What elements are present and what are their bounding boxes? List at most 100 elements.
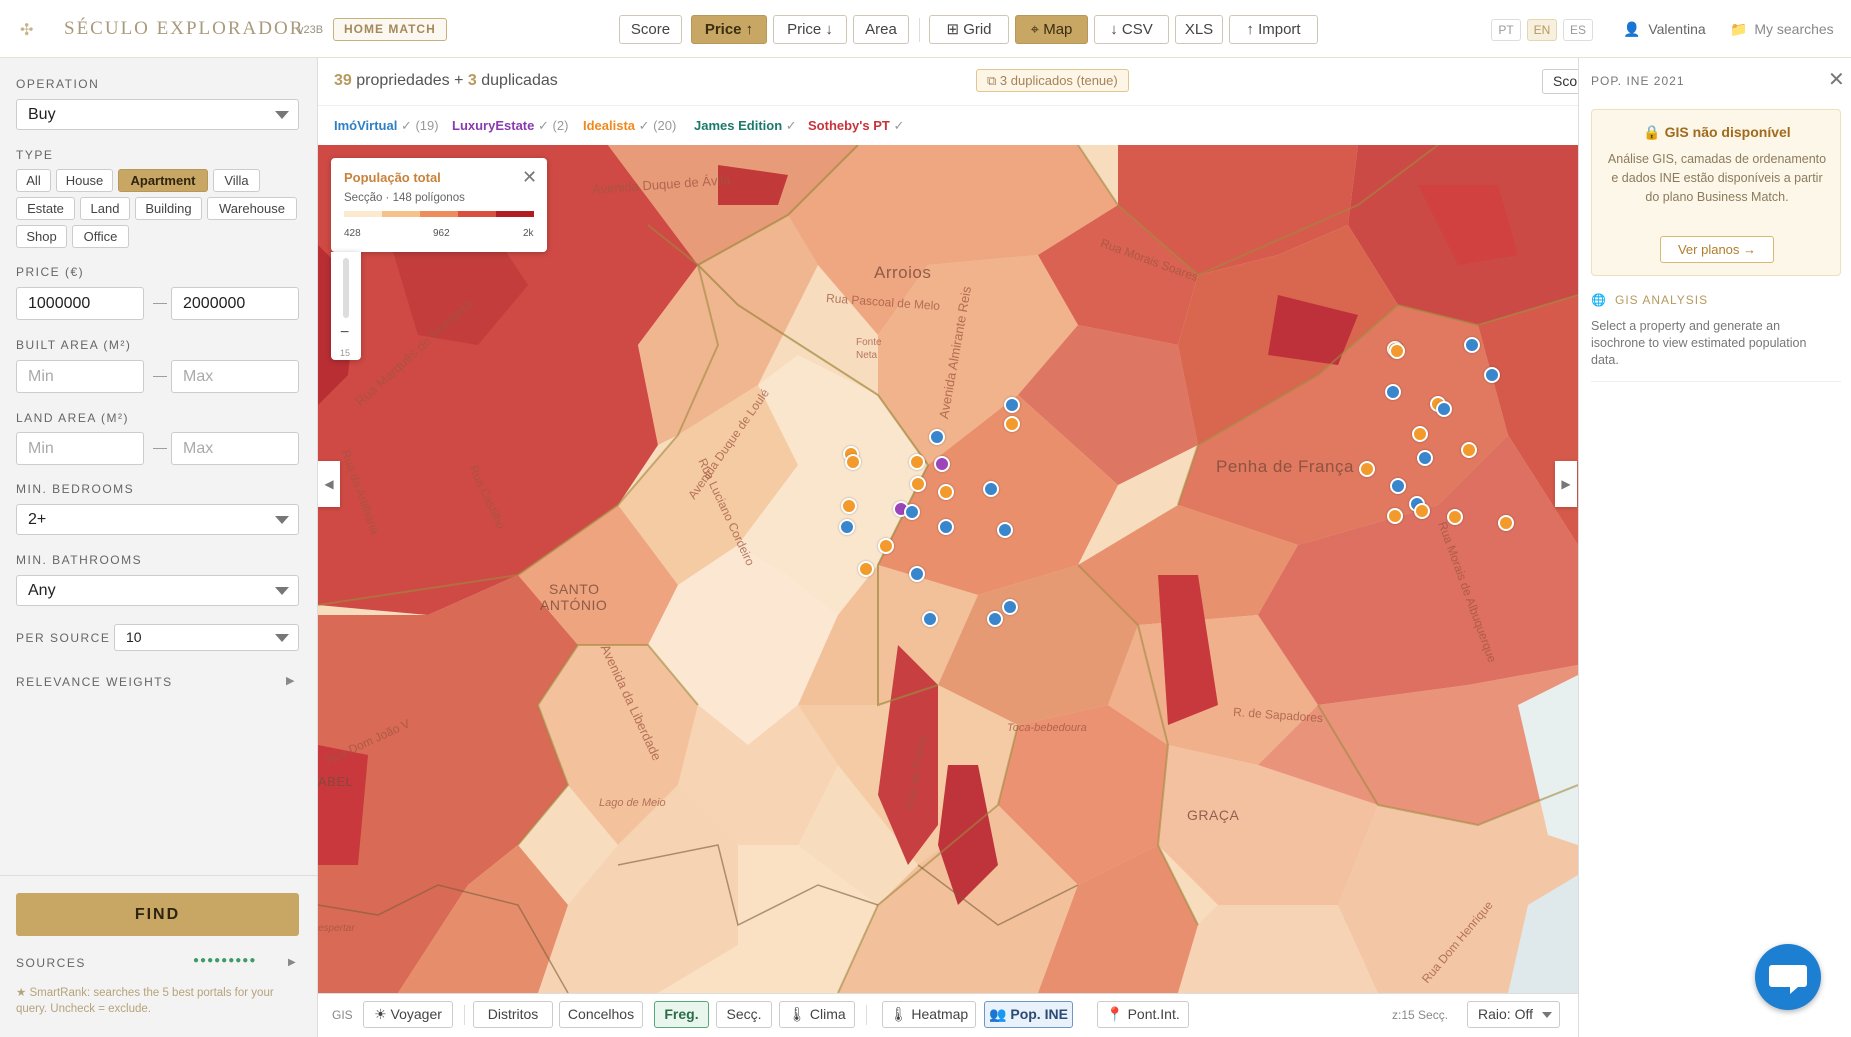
ver-planos-button[interactable]: Ver planos → bbox=[1660, 236, 1774, 263]
sort-price-desc-button[interactable]: Price ↓ bbox=[773, 15, 847, 44]
choropleth-map[interactable]: Arroios Penha de França SANTO ANTÓNIO GR… bbox=[318, 145, 1578, 993]
home-match-badge[interactable]: HOME MATCH bbox=[333, 18, 447, 41]
layer-freguesias-button[interactable]: Freg. bbox=[654, 1001, 709, 1028]
property-pin-imovirtual[interactable] bbox=[839, 519, 855, 535]
layer-pop-ine-button[interactable]: 👥 Pop. INE bbox=[984, 1001, 1073, 1028]
property-pin-imovirtual[interactable] bbox=[1002, 599, 1018, 615]
property-pin-imovirtual[interactable] bbox=[1436, 401, 1452, 417]
expand-arrow-icon[interactable]: ▶ bbox=[288, 957, 296, 968]
type-chip-warehouse[interactable]: Warehouse bbox=[207, 197, 297, 220]
property-pin-idealista[interactable] bbox=[1461, 442, 1477, 458]
type-chip-building[interactable]: Building bbox=[135, 197, 202, 220]
relevance-weights-label[interactable]: RELEVANCE WEIGHTS bbox=[16, 675, 173, 689]
source-filter-luxuryestate[interactable]: LuxuryEstate ✓ (2) bbox=[452, 118, 568, 134]
property-pin-imovirtual[interactable] bbox=[987, 611, 1003, 627]
source-filter-idealista[interactable]: Idealista ✓ (20) bbox=[583, 118, 676, 134]
property-pin-idealista[interactable] bbox=[1447, 509, 1463, 525]
property-pin-idealista[interactable] bbox=[858, 561, 874, 577]
property-pin-idealista[interactable] bbox=[1414, 503, 1430, 519]
type-chip-office[interactable]: Office bbox=[72, 225, 129, 248]
duplicates-badge[interactable]: ⧉ 3 duplicados (tenue) bbox=[976, 69, 1129, 92]
bathrooms-select[interactable]: Any bbox=[16, 575, 299, 606]
type-chip-house[interactable]: House bbox=[56, 169, 113, 192]
type-chip-land[interactable]: Land bbox=[80, 197, 130, 220]
property-pin-imovirtual[interactable] bbox=[938, 519, 954, 535]
property-pin-imovirtual[interactable] bbox=[1385, 384, 1401, 400]
property-pin-idealista[interactable] bbox=[1387, 508, 1403, 524]
collapse-left-button[interactable]: ◀ bbox=[318, 461, 340, 507]
property-pin-imovirtual[interactable] bbox=[983, 481, 999, 497]
property-pin-idealista[interactable] bbox=[878, 538, 894, 554]
user-menu[interactable]: 👤 Valentina bbox=[1623, 21, 1706, 38]
close-icon[interactable]: ✕ bbox=[1828, 69, 1845, 91]
property-pin-imovirtual[interactable] bbox=[1390, 478, 1406, 494]
layer-clima-button[interactable]: 🌡 Clima bbox=[779, 1001, 855, 1028]
sort-area-button[interactable]: Area bbox=[853, 15, 909, 44]
layer-distritos-button[interactable]: Distritos bbox=[473, 1001, 553, 1028]
land-area-min-input[interactable]: Min bbox=[16, 432, 144, 465]
map-view-button[interactable]: ⌖ Map bbox=[1015, 15, 1088, 44]
property-pin-imovirtual[interactable] bbox=[997, 522, 1013, 538]
basemap-voyager-button[interactable]: ☀ Voyager bbox=[363, 1001, 453, 1028]
per-source-select[interactable]: 10 bbox=[114, 624, 299, 651]
property-pin-idealista[interactable] bbox=[1389, 343, 1405, 359]
property-pin-imovirtual[interactable] bbox=[1417, 450, 1433, 466]
built-area-min-input[interactable]: Min bbox=[16, 360, 144, 393]
find-button[interactable]: FIND bbox=[16, 893, 299, 936]
type-chip-villa[interactable]: Villa bbox=[213, 169, 260, 192]
property-pin-imovirtual[interactable] bbox=[1484, 367, 1500, 383]
source-filter-jamesedition[interactable]: James Edition ✓ bbox=[694, 118, 797, 134]
layer-seccoes-button[interactable]: Secç. bbox=[716, 1001, 772, 1028]
property-pin-idealista[interactable] bbox=[1412, 426, 1428, 442]
property-pin-idealista[interactable] bbox=[1498, 515, 1514, 531]
radius-select[interactable]: Raio: Off bbox=[1467, 1001, 1560, 1028]
type-chip-all[interactable]: All bbox=[16, 169, 51, 192]
price-min-input[interactable]: 1000000 bbox=[16, 287, 144, 320]
export-csv-button[interactable]: ↓ CSV bbox=[1094, 15, 1169, 44]
expand-arrow-icon[interactable]: ▶ bbox=[286, 675, 295, 687]
lang-en-button[interactable]: EN bbox=[1527, 19, 1557, 41]
type-chip-estate[interactable]: Estate bbox=[16, 197, 75, 220]
property-pin-idealista[interactable] bbox=[845, 454, 861, 470]
property-pin-imovirtual[interactable] bbox=[929, 429, 945, 445]
property-pin-imovirtual[interactable] bbox=[1004, 397, 1020, 413]
operation-select[interactable]: Buy bbox=[16, 99, 299, 130]
layer-heatmap-button[interactable]: 🌡 Heatmap bbox=[882, 1001, 976, 1028]
grid-view-button[interactable]: ⊞ Grid bbox=[929, 15, 1009, 44]
property-pin-imovirtual[interactable] bbox=[1464, 337, 1480, 353]
bedrooms-select[interactable]: 2+ bbox=[16, 504, 299, 535]
layer-concelhos-button[interactable]: Concelhos bbox=[559, 1001, 643, 1028]
lang-es-button[interactable]: ES bbox=[1563, 19, 1593, 41]
close-icon[interactable]: ✕ bbox=[522, 167, 538, 187]
chat-button[interactable] bbox=[1755, 944, 1821, 1010]
layer-pontos-interesse-button[interactable]: 📍 Pont.Int. bbox=[1097, 1001, 1189, 1028]
price-max-input[interactable]: 2000000 bbox=[171, 287, 299, 320]
property-pin-idealista[interactable] bbox=[909, 454, 925, 470]
lang-pt-button[interactable]: PT bbox=[1491, 19, 1521, 41]
property-pin-idealista[interactable] bbox=[938, 484, 954, 500]
property-pin-imovirtual[interactable] bbox=[904, 504, 920, 520]
property-pin-idealista[interactable] bbox=[1004, 416, 1020, 432]
property-pin-luxuryestate[interactable] bbox=[934, 456, 950, 472]
property-pin-idealista[interactable] bbox=[1359, 461, 1375, 477]
zoom-slider-track[interactable] bbox=[343, 258, 349, 318]
type-chip-shop[interactable]: Shop bbox=[16, 225, 67, 248]
sort-score-dropdown[interactable]: Sco bbox=[1542, 69, 1582, 94]
zoom-control[interactable]: − 15 bbox=[331, 252, 361, 360]
property-pin-idealista[interactable] bbox=[841, 498, 857, 514]
source-filter-imovirtual[interactable]: ImóVirtual ✓ (19) bbox=[334, 118, 439, 134]
property-pin-imovirtual[interactable] bbox=[922, 611, 938, 627]
sources-indicator[interactable]: ●●●●●●●●● bbox=[193, 955, 257, 966]
export-xls-button[interactable]: XLS bbox=[1175, 15, 1223, 44]
zoom-out-button[interactable]: − bbox=[340, 324, 350, 341]
property-pin-imovirtual[interactable] bbox=[909, 566, 925, 582]
land-area-max-input[interactable]: Max bbox=[171, 432, 299, 465]
property-pin-idealista[interactable] bbox=[910, 476, 926, 492]
sort-score-button[interactable]: Score bbox=[619, 15, 682, 44]
import-button[interactable]: ↑ Import bbox=[1229, 15, 1318, 44]
sort-price-asc-button[interactable]: Price ↑ bbox=[691, 15, 767, 44]
collapse-right-button[interactable]: ▶ bbox=[1555, 461, 1577, 507]
source-filter-sothebys[interactable]: Sotheby's PT ✓ bbox=[808, 118, 904, 134]
my-searches-link[interactable]: 📁 My searches bbox=[1730, 21, 1834, 38]
built-area-max-input[interactable]: Max bbox=[171, 360, 299, 393]
